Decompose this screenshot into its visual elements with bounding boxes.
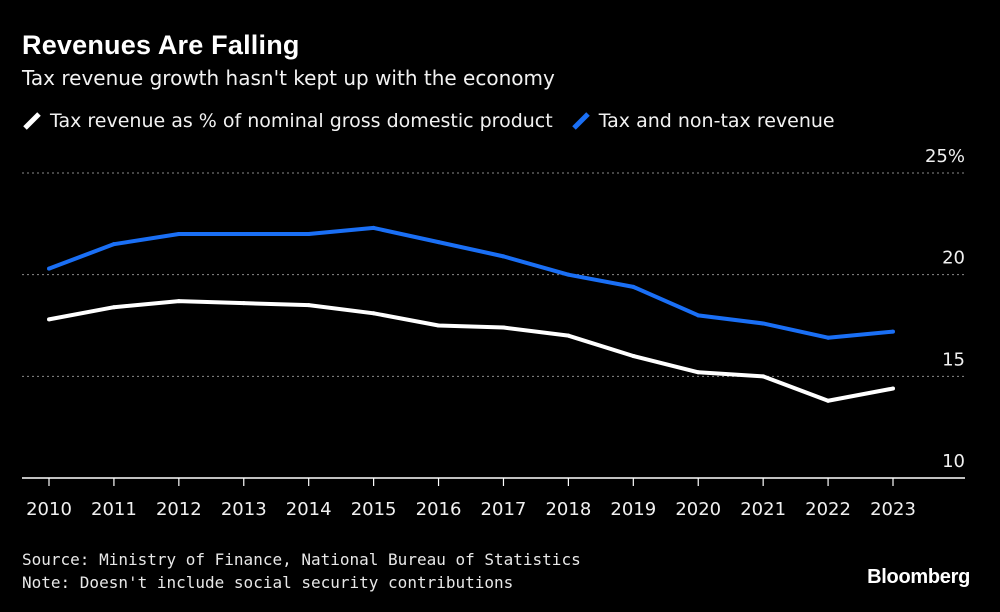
bloomberg-logo: Bloomberg [867, 566, 970, 588]
data-point-1-2012 [176, 232, 181, 236]
data-point-0-2018 [566, 333, 571, 338]
data-point-0-2014 [306, 303, 311, 308]
x-tick-label-2012: 2012 [156, 499, 202, 520]
chart-subtitle: Tax revenue growth hasn't kept up with t… [22, 66, 555, 90]
data-point-1-2017 [501, 254, 506, 259]
y-tick-label-25: 25% [925, 146, 965, 167]
data-point-0-2019 [631, 354, 636, 358]
data-point-0-2013 [241, 301, 246, 306]
footer-notes: Source: Ministry of Finance, National Bu… [22, 548, 581, 594]
data-point-1-2013 [241, 232, 246, 236]
data-point-1-2015 [371, 225, 376, 230]
legend-swatch-blue [571, 112, 590, 130]
x-tick-label-2020: 2020 [675, 499, 721, 520]
data-point-0-2022 [826, 398, 831, 403]
x-tick-label-2010: 2010 [26, 499, 72, 520]
source-text: Source: Ministry of Finance, National Bu… [22, 550, 581, 569]
data-point-0-2017 [501, 325, 506, 330]
legend-swatch-white [23, 112, 41, 130]
data-point-1-2016 [436, 240, 441, 245]
data-point-0-2015 [371, 311, 376, 316]
series-line-0 [48, 299, 894, 403]
data-point-1-2021 [761, 321, 766, 326]
chart-title: Revenues Are Falling [22, 30, 300, 60]
x-tick-label-2015: 2015 [351, 499, 397, 520]
legend: Tax revenue as % of nominal gross domest… [22, 110, 853, 132]
data-point-0-2020 [696, 370, 701, 375]
note-text: Note: Doesn't include social security co… [22, 573, 514, 592]
x-tick-label-2014: 2014 [286, 499, 332, 520]
y-tick-label-15: 15 [942, 349, 965, 370]
data-point-1-2014 [306, 232, 311, 236]
data-point-1-2019 [631, 284, 636, 289]
data-point-1-2010 [47, 266, 51, 271]
y-tick-label-10: 10 [942, 451, 965, 472]
x-tick-label-2013: 2013 [221, 499, 267, 520]
x-tick-label-2023: 2023 [870, 499, 916, 520]
legend-label-tax-revenue: Tax revenue as % of nominal gross domest… [50, 110, 553, 132]
y-tick-label-20: 20 [942, 248, 965, 269]
data-point-1-2020 [696, 313, 701, 318]
legend-item-total-revenue: Tax and non-tax revenue [571, 110, 835, 132]
data-point-0-2011 [111, 305, 116, 310]
x-tick-label-2017: 2017 [481, 499, 527, 520]
data-point-1-2023 [891, 329, 895, 334]
data-point-1-2011 [111, 242, 116, 247]
data-point-0-2010 [47, 317, 51, 322]
data-point-0-2012 [176, 299, 181, 304]
data-point-0-2023 [891, 386, 895, 391]
data-point-1-2022 [826, 335, 831, 340]
x-tick-label-2016: 2016 [416, 499, 462, 520]
data-point-1-2018 [566, 272, 571, 277]
data-point-0-2016 [436, 323, 441, 328]
x-tick-label-2022: 2022 [805, 499, 851, 520]
x-tick-label-2018: 2018 [545, 499, 591, 520]
series-line-1 [48, 225, 894, 340]
x-tick-label-2019: 2019 [610, 499, 656, 520]
x-tick-label-2011: 2011 [91, 499, 137, 520]
legend-label-total-revenue: Tax and non-tax revenue [598, 110, 835, 132]
legend-item-tax-revenue: Tax revenue as % of nominal gross domest… [22, 110, 553, 132]
x-tick-label-2021: 2021 [740, 499, 786, 520]
data-point-0-2021 [761, 374, 766, 379]
